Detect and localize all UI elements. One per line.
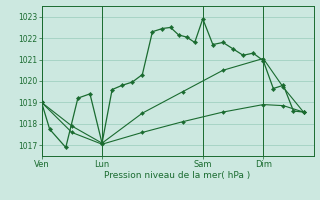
X-axis label: Pression niveau de la mer( hPa ): Pression niveau de la mer( hPa )	[104, 171, 251, 180]
